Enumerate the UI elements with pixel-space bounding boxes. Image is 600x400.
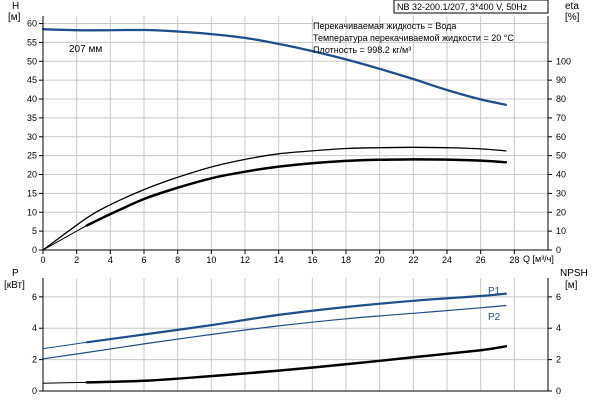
y-right-tick-label: 0 — [556, 245, 561, 255]
y-left-tick-label: 0 — [32, 245, 37, 255]
series-line-bottom-4 — [42, 381, 88, 384]
top-tick-labels: 0510152025303540455055600102030405060708… — [27, 19, 571, 265]
bottom-axes — [39, 278, 552, 392]
npsh-label-line2: [м] — [565, 280, 578, 291]
series-line-bottom-2 — [42, 304, 507, 360]
y-right-tick-label: 2 — [556, 355, 561, 365]
x-tick-label: 26 — [476, 255, 486, 265]
y-left-tick-label: 20 — [27, 170, 37, 180]
y-left-tick-label: 10 — [27, 207, 37, 217]
x-tick-label: 12 — [240, 255, 250, 265]
y-right-tick-label: 0 — [556, 386, 561, 396]
series-label-p1: P1 — [488, 286, 501, 297]
x-tick-label: 24 — [442, 255, 452, 265]
x-tick-label: 16 — [307, 255, 317, 265]
x-tick-label: 10 — [206, 255, 216, 265]
y-right-tick-label: 20 — [556, 207, 566, 217]
y-left-tick-label: 4 — [32, 323, 37, 333]
x-axis-label: Q [м³/ч] — [523, 254, 554, 264]
top-axes — [39, 16, 552, 254]
x-tick-label: 8 — [175, 255, 180, 265]
power-label-line2: [кВт] — [4, 280, 25, 291]
info-temperature: Температура перекачиваемой жидкости = 20… — [313, 33, 514, 43]
y-right-tick-label: 80 — [556, 94, 566, 104]
y-left-tick-label: 25 — [27, 151, 37, 161]
y-right-label-line1: eta — [565, 1, 579, 12]
y-right-tick-label: 30 — [556, 188, 566, 198]
y-right-tick-label: 50 — [556, 151, 566, 161]
y-left-tick-label: 40 — [27, 94, 37, 104]
bottom-plot-area — [43, 278, 548, 391]
y-left-tick-label: 6 — [32, 292, 37, 302]
series-line-top-0 — [41, 28, 508, 106]
info-liquid: Перекачиваемая жидкость = Вода — [313, 21, 456, 31]
y-left-tick-label: 30 — [27, 132, 37, 142]
series-line-top-2 — [85, 158, 508, 227]
y-left-label-line1: H — [12, 1, 19, 12]
y-left-tick-label: 15 — [27, 188, 37, 198]
x-tick-label: 4 — [108, 255, 113, 265]
top-series-group — [41, 28, 508, 251]
info-density: Плотность = 998.2 кг/м³ — [313, 45, 411, 55]
y-left-tick-label: 0 — [32, 386, 37, 396]
y-right-tick-label: 100 — [556, 56, 571, 66]
series-label-p2: P2 — [488, 312, 501, 323]
y-right-tick-label: 4 — [556, 323, 561, 333]
y-right-tick-label: 40 — [556, 170, 566, 180]
impeller-diameter-label: 207 мм — [69, 44, 102, 55]
x-tick-label: 14 — [274, 255, 284, 265]
top-grid — [43, 16, 548, 250]
x-tick-label: 22 — [408, 255, 418, 265]
x-tick-label: 0 — [40, 255, 45, 265]
series-line-bottom-3 — [85, 345, 508, 384]
y-left-label-line2: [м] — [8, 12, 21, 23]
y-right-tick-label: 10 — [556, 226, 566, 236]
y-right-tick-label: 60 — [556, 132, 566, 142]
y-left-tick-label: 5 — [32, 226, 37, 236]
top-panel: 0510152025303540455055600102030405060708… — [8, 0, 580, 265]
bottom-panel: 0 2 4 6 0 2 4 6 P [кВт] NPSH [м] P1 P2 — [4, 268, 588, 396]
chart-title: NB 32-200.1/207, 3*400 V, 50Hz — [397, 2, 528, 12]
series-line-top-1 — [42, 146, 507, 251]
y-left-tick-label: 2 — [32, 355, 37, 365]
y-left-tick-label: 45 — [27, 75, 37, 85]
x-tick-label: 20 — [375, 255, 385, 265]
y-left-tick-label: 35 — [27, 113, 37, 123]
x-tick-label: 28 — [509, 255, 519, 265]
y-left-tick-label: 55 — [27, 37, 37, 47]
series-line-top-3 — [42, 225, 88, 251]
title-box — [393, 0, 549, 14]
y-right-tick-label: 6 — [556, 292, 561, 302]
y-right-label-line2: [%] — [565, 12, 580, 23]
bottom-tick-labels: 0 2 4 6 0 2 4 6 — [32, 292, 561, 396]
x-tick-label: 18 — [341, 255, 351, 265]
x-tick-label: 6 — [141, 255, 146, 265]
y-left-tick-label: 50 — [27, 56, 37, 66]
y-right-tick-label: 70 — [556, 113, 566, 123]
y-left-tick-label: 60 — [27, 19, 37, 29]
y-right-tick-label: 90 — [556, 75, 566, 85]
x-tick-label: 2 — [74, 255, 79, 265]
power-label-line1: P — [12, 268, 19, 279]
series-line-bottom-1 — [42, 341, 88, 350]
top-plot-area — [43, 16, 548, 250]
series-line-bottom-0 — [85, 292, 507, 344]
bottom-series-group — [42, 292, 508, 384]
npsh-label-line1: NPSH — [560, 268, 588, 279]
